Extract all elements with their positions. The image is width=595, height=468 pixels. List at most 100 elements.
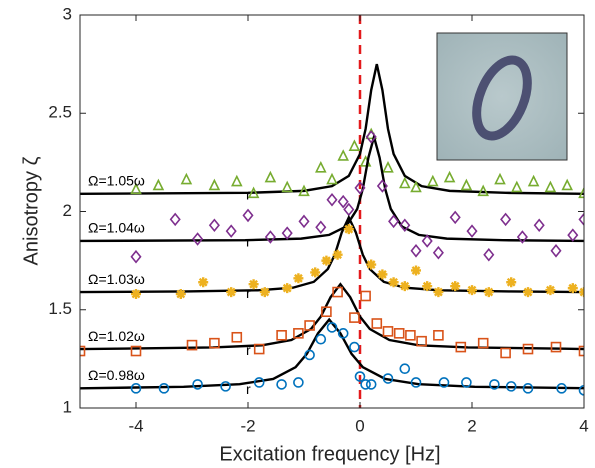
data-point (483, 247, 495, 262)
data-point (332, 249, 343, 260)
fit-curve (80, 214, 584, 294)
data-point (354, 371, 366, 382)
series-label-subscript: r (246, 381, 251, 397)
data-point (388, 277, 399, 288)
data-point (578, 345, 584, 357)
data-point (416, 335, 427, 347)
series-label-subscript: r (246, 342, 251, 358)
data-point (231, 174, 243, 187)
data-point (337, 328, 349, 339)
data-point (578, 186, 584, 199)
data-point (209, 337, 220, 349)
data-point (253, 343, 265, 355)
data-point (321, 306, 332, 318)
data-point (130, 249, 142, 264)
data-point (80, 345, 86, 357)
data-point (298, 184, 310, 197)
x-tick-label: 0 (355, 416, 364, 435)
fit-curve (80, 317, 584, 390)
data-point (198, 277, 209, 288)
data-point (527, 174, 540, 187)
data-point (477, 184, 489, 197)
data-point (522, 343, 534, 355)
y-tick-label: 1.5 (48, 299, 72, 318)
data-point (169, 212, 181, 227)
data-point (304, 320, 315, 331)
data-point (208, 218, 220, 233)
data-point (349, 341, 360, 353)
data-point (281, 180, 293, 193)
data-point (365, 379, 377, 390)
data-point (130, 182, 142, 195)
data-point (410, 180, 422, 193)
data-point (516, 230, 528, 244)
data-point (578, 212, 584, 227)
data-point (152, 178, 165, 191)
data-point (578, 385, 584, 396)
data-point (304, 349, 315, 361)
data-point (315, 220, 327, 234)
data-point (399, 363, 411, 375)
data-point (264, 230, 276, 244)
data-point (399, 176, 411, 189)
data-point (533, 218, 545, 233)
data-point (293, 273, 304, 284)
y-tick-label: 1 (63, 397, 72, 416)
data-point (337, 194, 349, 209)
y-axis-label: Anisotropy ζ (20, 156, 42, 265)
data-point (354, 181, 366, 195)
data-point (411, 265, 421, 276)
data-point (556, 383, 567, 394)
data-point (276, 329, 287, 341)
series-label: Ω=1.04ω (88, 220, 145, 236)
data-point (377, 269, 388, 280)
x-tick-label: -2 (240, 416, 255, 435)
data-point (293, 377, 304, 388)
axes-frame (79, 14, 585, 409)
data-point (433, 329, 444, 341)
data-point (422, 281, 433, 292)
data-point (349, 312, 360, 323)
data-point (315, 333, 327, 345)
data-point (500, 212, 512, 227)
x-tick-label: -4 (128, 416, 143, 435)
data-point (399, 218, 411, 233)
data-point (427, 174, 439, 187)
data-point (366, 259, 377, 270)
data-point (282, 283, 293, 294)
data-point (489, 379, 500, 390)
series-label: Ω=1.03ω (88, 271, 145, 287)
data-point (410, 244, 422, 258)
series-label: Ω=1.02ω (88, 328, 145, 344)
data-point (522, 383, 534, 394)
data-point (276, 379, 287, 390)
data-point (460, 178, 473, 191)
data-point (242, 208, 254, 223)
data-point (298, 214, 310, 229)
data-point (248, 279, 259, 290)
data-point (208, 178, 221, 191)
fit-curve (80, 282, 584, 351)
data-point (567, 283, 578, 294)
data-point (382, 160, 394, 173)
data-point (506, 277, 517, 288)
data-point (561, 178, 573, 191)
data-point (348, 139, 361, 151)
data-point (130, 383, 142, 394)
data-point (433, 287, 444, 298)
data-point (467, 285, 477, 296)
data-point (405, 329, 416, 341)
data-point (186, 339, 198, 351)
data-point (226, 287, 237, 298)
data-point (455, 341, 467, 353)
y-tick-label: 3 (63, 4, 72, 23)
data-point (382, 373, 394, 384)
data-point (432, 246, 444, 260)
fit-curve (80, 63, 584, 196)
data-point (550, 341, 562, 353)
data-point (360, 290, 371, 302)
x-tick-label: 2 (467, 416, 476, 435)
data-point (192, 232, 204, 246)
data-point (371, 318, 383, 329)
data-point (225, 224, 237, 238)
